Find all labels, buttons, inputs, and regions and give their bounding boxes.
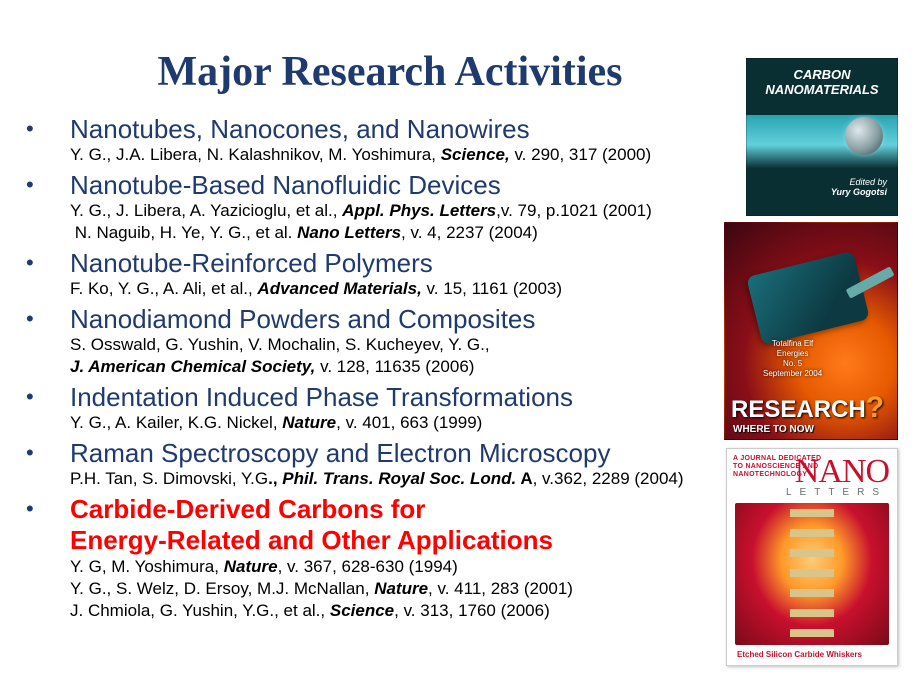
cover3-nano: NANO (795, 453, 889, 491)
list-item-head: •Nanotube-Reinforced Polymers (26, 248, 720, 278)
list-item: •Indentation Induced Phase Transformatio… (26, 382, 720, 434)
cover3-caption: Etched Silicon Carbide Whiskers (737, 650, 862, 659)
bullet-icon: • (26, 170, 70, 200)
thumbnail-research-magazine: Totalfina Elf Energies No. 5 September 2… (724, 222, 898, 440)
cover1-title: CARBON NANOMATERIALS (747, 67, 897, 97)
citation: P.H. Tan, S. Dimovski, Y.G., Phil. Trans… (70, 468, 720, 490)
citation: S. Osswald, G. Yushin, V. Mochalin, S. K… (70, 334, 720, 356)
bullet-icon: • (26, 304, 70, 334)
cover1-editor: Edited by Yury Gogotsi (831, 177, 887, 197)
topic-title: Nanotube-Reinforced Polymers (70, 248, 433, 278)
cover2-headline: RESEARCH? (731, 391, 884, 425)
cover2-badge: Totalfina Elf Energies No. 5 September 2… (763, 339, 822, 379)
bullet-icon: • (26, 114, 70, 144)
thumbnail-nano-letters: A JOURNAL DEDICATED TO NANOSCIENCE AND N… (726, 448, 898, 666)
thumbnail-carbon-nanomaterials: CARBON NANOMATERIALS Edited by Yury Gogo… (746, 58, 898, 216)
citation: J. American Chemical Society, v. 128, 11… (70, 356, 720, 378)
cover1-sphere-graphic (845, 117, 883, 155)
citation: Y. G., J.A. Libera, N. Kalashnikov, M. Y… (70, 144, 720, 166)
list-item-head: •Indentation Induced Phase Transformatio… (26, 382, 720, 412)
cover2-sub: WHERE TO NOW (733, 424, 814, 435)
bullet-icon: • (26, 494, 70, 524)
list-item: •Nanotubes, Nanocones, and NanowiresY. G… (26, 114, 720, 166)
citation: Y. G., A. Kailer, K.G. Nickel, Nature, v… (70, 412, 720, 434)
list-item-head: •Carbide-Derived Carbons for (26, 494, 720, 524)
topic-title: Nanotubes, Nanocones, and Nanowires (70, 114, 530, 144)
topic-title: Raman Spectroscopy and Electron Microsco… (70, 438, 610, 468)
bullet-icon: • (26, 248, 70, 278)
citation: Y. G., J. Libera, A. Yazicioglu, et al.,… (70, 200, 720, 222)
list-item-head: •Nanotubes, Nanocones, and Nanowires (26, 114, 720, 144)
list-item: •Carbide-Derived Carbons forEnergy-Relat… (26, 494, 720, 622)
topic-title: Indentation Induced Phase Transformation… (70, 382, 573, 412)
topic-title: Carbide-Derived Carbons for (70, 494, 425, 524)
citation: J. Chmiola, G. Yushin, Y.G., et al., Sci… (70, 600, 720, 622)
list-item: •Raman Spectroscopy and Electron Microsc… (26, 438, 720, 490)
citation: F. Ko, Y. G., A. Ali, et al., Advanced M… (70, 278, 720, 300)
list-item: •Nanodiamond Powders and CompositesS. Os… (26, 304, 720, 378)
topic-title: Nanotube-Based Nanofluidic Devices (70, 170, 501, 200)
topic-title-line2: Energy-Related and Other Applications (70, 524, 720, 556)
bullet-list: •Nanotubes, Nanocones, and NanowiresY. G… (0, 114, 720, 622)
list-item-head: •Nanodiamond Powders and Composites (26, 304, 720, 334)
bullet-icon: • (26, 438, 70, 468)
list-item: •Nanotube-Reinforced PolymersF. Ko, Y. G… (26, 248, 720, 300)
cover2-device-graphic (746, 251, 870, 346)
bullet-icon: • (26, 382, 70, 412)
list-item-head: •Nanotube-Based Nanofluidic Devices (26, 170, 720, 200)
topic-title: Nanodiamond Powders and Composites (70, 304, 535, 334)
cover3-letters: LETTERS (786, 487, 887, 498)
citation: N. Naguib, H. Ye, Y. G., et al. Nano Let… (70, 222, 720, 244)
list-item-head: •Raman Spectroscopy and Electron Microsc… (26, 438, 720, 468)
citation: Y. G, M. Yoshimura, Nature, v. 367, 628-… (70, 556, 720, 578)
cover3-art (735, 503, 889, 645)
list-item: •Nanotube-Based Nanofluidic DevicesY. G.… (26, 170, 720, 244)
citation: Y. G., S. Welz, D. Ersoy, M.J. McNallan,… (70, 578, 720, 600)
